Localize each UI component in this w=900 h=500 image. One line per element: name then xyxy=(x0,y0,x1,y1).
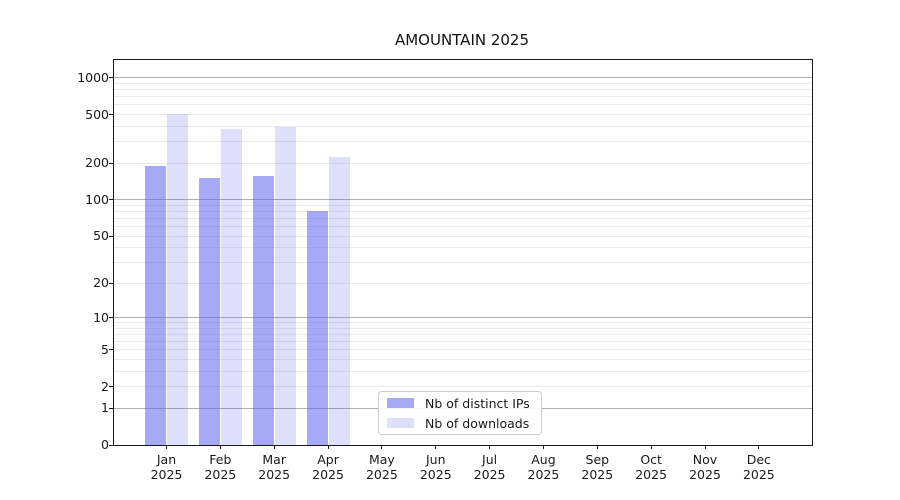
minor-gridline xyxy=(114,370,812,372)
minor-gridline xyxy=(114,162,812,164)
x-tick-label: Jul 2025 xyxy=(473,452,506,482)
x-tick-mark xyxy=(489,445,491,449)
y-tick-label: 20 xyxy=(93,275,109,291)
minor-gridline xyxy=(114,204,812,206)
x-tick-mark xyxy=(542,445,544,449)
x-tick-mark xyxy=(758,445,760,449)
x-tick-label: Jan 2025 xyxy=(150,452,183,482)
y-tick-label: 1000 xyxy=(77,69,109,85)
y-tick-label: 500 xyxy=(85,106,109,122)
y-tick-mark xyxy=(109,349,113,351)
y-tick-label: 0 xyxy=(101,437,109,452)
minor-gridline xyxy=(114,349,812,351)
x-tick-label: Feb 2025 xyxy=(204,452,237,482)
minor-gridline xyxy=(114,114,812,116)
x-tick-label: Oct 2025 xyxy=(635,452,668,482)
minor-gridline xyxy=(114,89,812,91)
legend-label-downloads: Nb of downloads xyxy=(425,415,530,431)
minor-gridline xyxy=(114,96,812,98)
y-tick-mark xyxy=(109,282,113,284)
legend-swatch-downloads xyxy=(387,418,414,428)
minor-gridline xyxy=(114,141,812,143)
bar-distinct-ips xyxy=(145,165,166,445)
minor-gridline xyxy=(114,210,812,212)
y-tick-label: 50 xyxy=(93,228,109,244)
x-tick-label: Dec 2025 xyxy=(742,452,775,482)
legend-swatch-distinct-ips xyxy=(387,398,414,408)
minor-gridline xyxy=(114,217,812,219)
y-tick-label: 10 xyxy=(93,309,109,325)
y-tick-mark xyxy=(109,407,113,409)
x-tick-label: May 2025 xyxy=(365,452,398,482)
major-gridline xyxy=(114,77,812,79)
x-tick-label: Apr 2025 xyxy=(312,452,344,482)
legend-entry-distinct-ips: Nb of distinct IPs xyxy=(387,395,533,411)
minor-gridline xyxy=(114,358,812,360)
y-tick-label: 2 xyxy=(101,378,109,394)
minor-gridline xyxy=(114,262,812,264)
x-tick-mark xyxy=(435,445,437,449)
minor-gridline xyxy=(114,104,812,106)
minor-gridline xyxy=(114,322,812,324)
minor-gridline xyxy=(114,82,812,84)
minor-gridline xyxy=(114,282,812,284)
x-tick-label: Jun 2025 xyxy=(419,452,452,482)
y-tick-mark xyxy=(109,444,113,446)
y-tick-label: 5 xyxy=(101,341,109,357)
x-tick-mark xyxy=(327,445,329,449)
y-tick-mark xyxy=(109,77,113,79)
minor-gridline xyxy=(114,226,812,228)
minor-gridline xyxy=(114,386,812,388)
bar-downloads xyxy=(328,156,350,445)
x-tick-mark xyxy=(596,445,598,449)
x-tick-mark xyxy=(166,445,167,449)
y-tick-mark xyxy=(109,386,113,388)
minor-gridline xyxy=(114,125,812,127)
x-tick-label: Nov 2025 xyxy=(689,452,721,482)
y-tick-mark xyxy=(109,317,113,319)
y-tick-mark xyxy=(109,114,113,116)
bar-distinct-ips xyxy=(306,211,328,445)
x-tick-mark xyxy=(381,445,383,449)
bar-downloads xyxy=(220,128,242,445)
x-tick-label: Sep 2025 xyxy=(581,452,614,482)
bar-distinct-ips xyxy=(198,177,220,445)
bar-distinct-ips xyxy=(252,175,274,445)
x-tick-mark xyxy=(273,445,275,449)
y-tick-label: 100 xyxy=(85,191,109,207)
x-tick-label: Aug 2025 xyxy=(527,452,560,482)
major-gridline xyxy=(114,317,812,319)
chart-title: AMOUNTAIN 2025 xyxy=(394,31,530,49)
legend: Nb of distinct IPs Nb of downloads xyxy=(378,391,542,435)
legend-label-distinct-ips: Nb of distinct IPs xyxy=(425,395,530,411)
plot-area: 0 1 2 5 10 20 50 100 200 500 1000 Jan 2025 Feb 2025 M… xyxy=(77,59,813,482)
bar-downloads xyxy=(274,127,296,445)
x-tick-mark xyxy=(704,445,706,449)
x-tick-label: Mar 2025 xyxy=(258,452,291,482)
y-tick-label: 1 xyxy=(101,400,109,416)
minor-gridline xyxy=(114,327,812,329)
y-tick-mark xyxy=(109,199,113,201)
major-gridline xyxy=(114,199,812,201)
minor-gridline xyxy=(114,333,812,335)
x-tick-mark xyxy=(650,445,652,449)
minor-gridline xyxy=(114,341,812,343)
minor-gridline xyxy=(114,247,812,249)
y-tick-mark xyxy=(109,235,113,237)
bar-downloads xyxy=(167,113,188,445)
x-tick-mark xyxy=(219,445,221,449)
legend-entry-downloads: Nb of downloads xyxy=(387,415,533,431)
y-tick-mark xyxy=(109,162,113,164)
minor-gridline xyxy=(114,235,812,237)
y-tick-label: 200 xyxy=(85,155,109,171)
